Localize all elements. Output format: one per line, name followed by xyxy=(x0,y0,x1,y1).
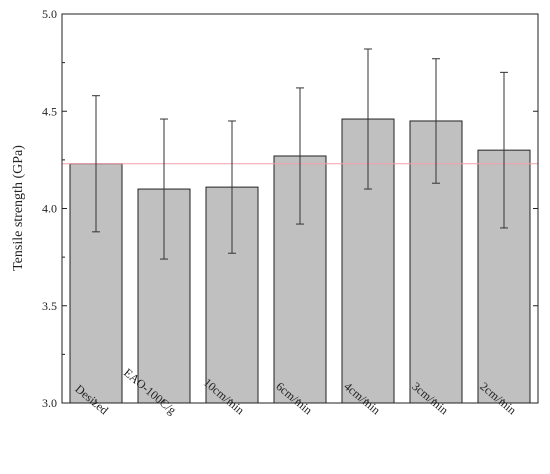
y-axis: 3.0 3.5 4.0 4.5 5.0 xyxy=(42,7,538,410)
y-axis-title: Tensile strength (GPa) xyxy=(11,145,26,271)
y-tick-label-0: 3.0 xyxy=(42,396,57,410)
y-tick-label-3: 4.5 xyxy=(42,104,57,118)
error-bars-layer xyxy=(92,48,508,260)
y-tick-label-1: 3.5 xyxy=(42,299,57,313)
y-tick-label-4: 5.0 xyxy=(42,7,57,21)
y-tick-label-2: 4.0 xyxy=(42,202,57,216)
